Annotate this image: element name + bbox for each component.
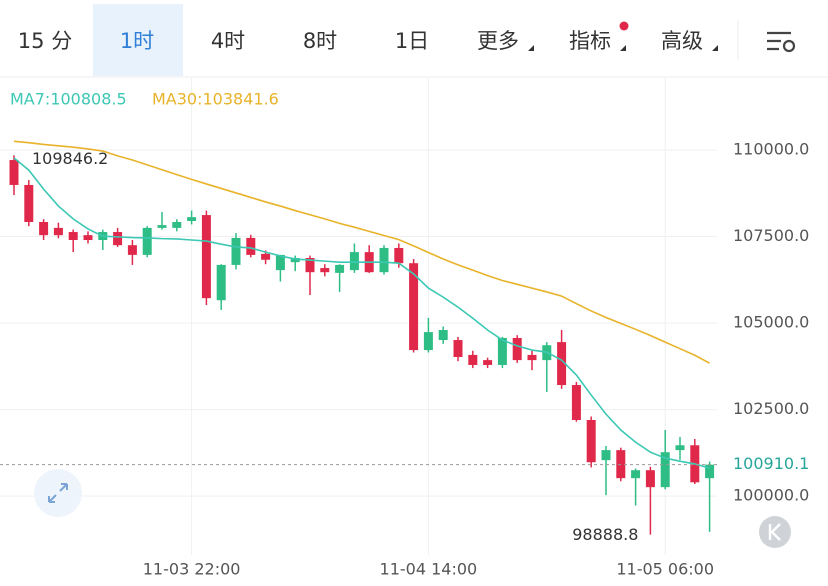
tab[interactable]: 4时 <box>211 29 245 53</box>
candle-body <box>438 330 448 341</box>
candle-body <box>127 245 137 255</box>
tab[interactable]: 15 分 <box>18 29 72 53</box>
tab[interactable]: 指标 <box>569 29 611 53</box>
candle-body <box>83 235 93 240</box>
candle-body <box>9 160 19 185</box>
candle-body <box>201 215 211 299</box>
x-tick-label: 11-03 22:00 <box>143 560 241 579</box>
candle-body <box>453 340 463 357</box>
candle-body <box>187 217 197 221</box>
candle-body <box>320 268 330 273</box>
candle-body <box>231 237 241 265</box>
tab[interactable]: 1日 <box>395 29 429 53</box>
candle-body <box>379 247 389 273</box>
candle-body <box>53 227 63 236</box>
tab[interactable]: 8时 <box>303 29 337 53</box>
candle-body <box>497 337 507 365</box>
candle-body <box>601 450 611 461</box>
ma-line <box>13 157 710 469</box>
y-tick-label: 107500.0 <box>733 226 809 245</box>
candle-body <box>261 253 271 260</box>
candle-body <box>24 184 34 222</box>
badge-dot <box>619 21 629 31</box>
y-tick-label: 100000.0 <box>733 486 809 505</box>
tab[interactable]: 更多 <box>477 29 519 53</box>
candle-body <box>512 337 522 361</box>
settings-icon[interactable] <box>767 31 796 53</box>
candle-body <box>675 445 685 451</box>
tab[interactable]: 1时 <box>120 29 154 53</box>
candle-body <box>335 264 345 273</box>
tab[interactable]: 高级 <box>661 29 703 53</box>
candle-body <box>586 420 596 463</box>
legend-entry: MA7:100808.5 <box>10 90 127 109</box>
candle-body <box>142 227 152 255</box>
candle-body <box>409 263 419 351</box>
candle-body <box>113 232 123 246</box>
x-tick-label: 11-05 06:00 <box>616 560 714 579</box>
y-tick-label: 105000.0 <box>733 313 809 332</box>
candle-body <box>157 225 167 228</box>
candle-body <box>483 360 493 365</box>
last-price-box <box>724 452 824 477</box>
back-to-latest-button[interactable] <box>759 516 791 548</box>
candle-body <box>290 258 300 263</box>
candle-body <box>557 342 567 386</box>
candle-body <box>246 237 256 255</box>
candle-body <box>423 332 433 351</box>
expand-button[interactable] <box>34 469 82 517</box>
legend-entry: MA30:103841.6 <box>152 90 279 109</box>
x-tick-label: 11-04 14:00 <box>380 560 478 579</box>
candle-body <box>660 452 670 488</box>
candle-body <box>39 222 49 236</box>
dropdown-arrows <box>528 45 718 51</box>
min-label: 98888.8 <box>572 525 638 544</box>
ma-line <box>13 140 710 364</box>
candle-body <box>305 258 315 273</box>
candle-body <box>645 470 655 488</box>
candle-body <box>631 470 641 479</box>
candle-body <box>394 247 404 264</box>
candle-body <box>275 254 285 271</box>
candle-body <box>571 385 581 420</box>
y-tick-label: 110000.0 <box>733 140 809 159</box>
last-price-label: 100910.1 <box>733 454 809 473</box>
y-tick-label: 102500.0 <box>733 399 809 418</box>
candle-body <box>616 450 626 479</box>
max-label: 109846.2 <box>32 149 108 168</box>
candle-body <box>172 222 182 228</box>
candle-body <box>216 264 226 301</box>
candle-body <box>68 232 78 240</box>
candle-body <box>527 354 537 361</box>
selected-tab-bg <box>93 4 183 76</box>
candle-body <box>468 354 478 365</box>
candle-body <box>705 464 715 479</box>
candle-body <box>349 252 359 271</box>
